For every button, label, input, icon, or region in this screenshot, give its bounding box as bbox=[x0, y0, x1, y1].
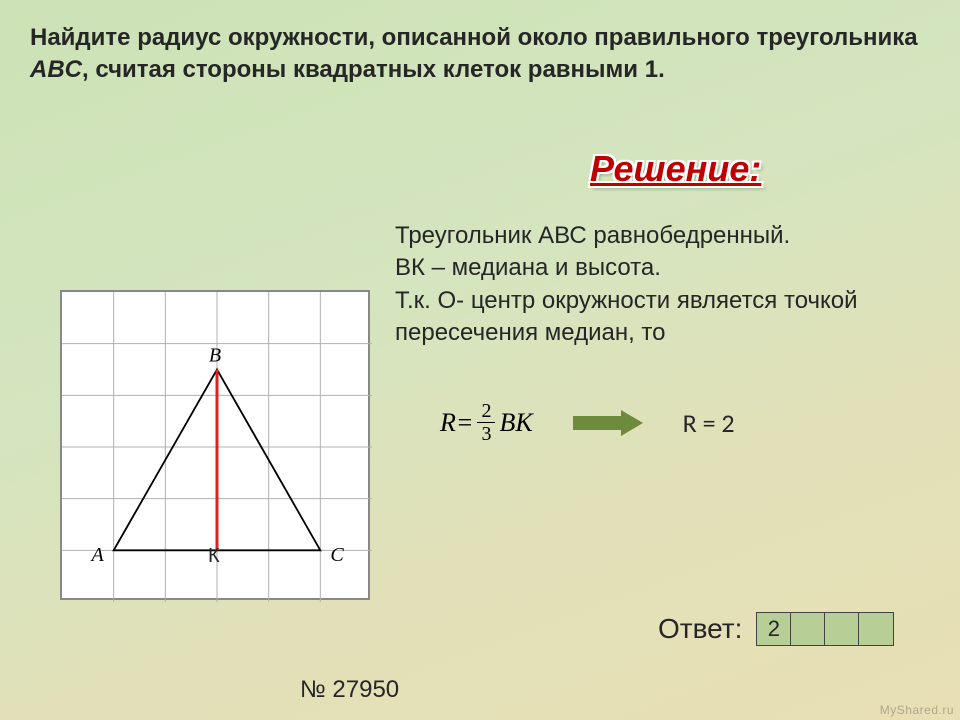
watermark: MyShared.ru bbox=[880, 703, 954, 717]
solution-body: Треугольник АВС равнобедренный.ВК – меди… bbox=[395, 220, 935, 350]
formula-rhs: ВК bbox=[499, 408, 532, 438]
r-result: R = 2 bbox=[683, 407, 735, 439]
formula-num: 2 bbox=[477, 400, 495, 423]
svg-text:B: B bbox=[209, 345, 221, 367]
task-number: № 27950 bbox=[300, 676, 399, 704]
arrow-icon bbox=[573, 410, 643, 436]
formula-eq: = bbox=[456, 408, 474, 438]
answer-cell: 2 bbox=[757, 613, 791, 645]
formula: R = 2 3 ВК bbox=[440, 400, 533, 445]
answer-label: Ответ: bbox=[658, 613, 742, 645]
svg-text:A: A bbox=[89, 544, 104, 566]
answer-row: Ответ: 2 bbox=[658, 612, 894, 646]
answer-cell bbox=[791, 613, 825, 645]
label-K: К bbox=[208, 545, 220, 568]
formula-fraction: 2 3 bbox=[477, 400, 495, 445]
answer-cell bbox=[825, 613, 859, 645]
formula-lhs: R bbox=[440, 408, 456, 438]
answer-cell bbox=[859, 613, 893, 645]
solution-heading: Решение: bbox=[590, 148, 761, 190]
question-line2-rest: , считая стороны квадратных клеток равны… bbox=[82, 56, 665, 83]
question-text: Найдите радиус окружности, описанной око… bbox=[30, 22, 930, 87]
svg-text:C: C bbox=[330, 544, 344, 566]
answer-boxes: 2 bbox=[756, 612, 894, 646]
formula-den: 3 bbox=[477, 423, 495, 445]
triangle-name: ABC bbox=[30, 56, 82, 83]
formula-row: R = 2 3 ВК R = 2 bbox=[440, 400, 940, 445]
question-line1: Найдите радиус окружности, описанной око… bbox=[30, 24, 918, 51]
